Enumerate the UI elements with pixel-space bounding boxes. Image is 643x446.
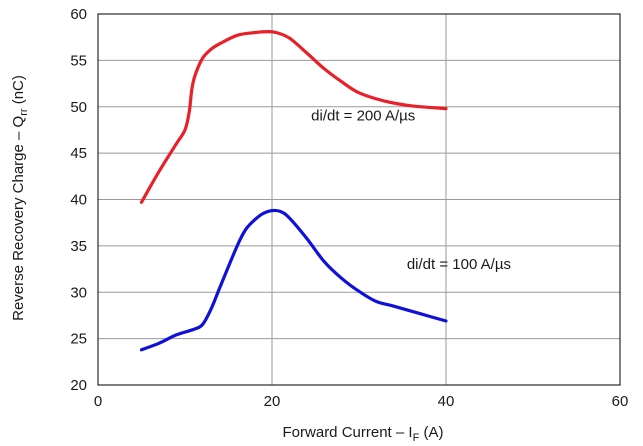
annotations: di/dt = 200 A/µs di/dt = 100 A/µs <box>311 108 511 273</box>
y-tick-label: 30 <box>70 284 87 301</box>
y-axis-title-subscript: rr <box>18 108 30 116</box>
y-axis-title: Reverse Recovery Charge – Qrr (nC) <box>10 75 30 321</box>
series-annotation-didt-200: di/dt = 200 A/µs <box>311 108 415 125</box>
x-axis-title: Forward Current – IF (A) <box>283 424 444 444</box>
x-tick-label: 60 <box>612 393 629 410</box>
y-tick-label: 25 <box>70 331 87 348</box>
y-tick-label: 45 <box>70 145 87 162</box>
series-lines <box>139 29 448 352</box>
y-tick-labels: 20 25 30 35 40 45 50 55 60 <box>70 6 87 394</box>
y-tick-label: 35 <box>70 238 87 255</box>
y-tick-label: 60 <box>70 6 87 23</box>
series-line-didt-200 <box>139 29 448 204</box>
series-annotation-didt-100: di/dt = 100 A/µs <box>407 256 511 273</box>
x-tick-label: 0 <box>94 393 102 410</box>
x-axis-title-subscript: F <box>413 432 420 444</box>
y-tick-label: 50 <box>70 99 87 116</box>
x-tick-label: 20 <box>264 393 281 410</box>
y-tick-label: 55 <box>70 52 87 69</box>
x-tick-labels: 0 20 40 60 <box>94 393 629 410</box>
series-line-didt-100 <box>139 208 448 352</box>
y-tick-label: 20 <box>70 377 87 394</box>
grid-lines <box>98 14 620 385</box>
x-tick-label: 40 <box>438 393 455 410</box>
plot-frame <box>97 13 621 386</box>
y-tick-label: 40 <box>70 192 87 209</box>
